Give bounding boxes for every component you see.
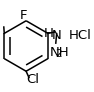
Text: NH: NH <box>50 46 69 59</box>
Text: H: H <box>43 27 53 40</box>
Text: HCl: HCl <box>69 29 92 42</box>
Text: F: F <box>20 9 28 22</box>
Text: Cl: Cl <box>26 73 39 86</box>
Text: N: N <box>52 29 61 42</box>
Text: 2: 2 <box>56 49 62 59</box>
